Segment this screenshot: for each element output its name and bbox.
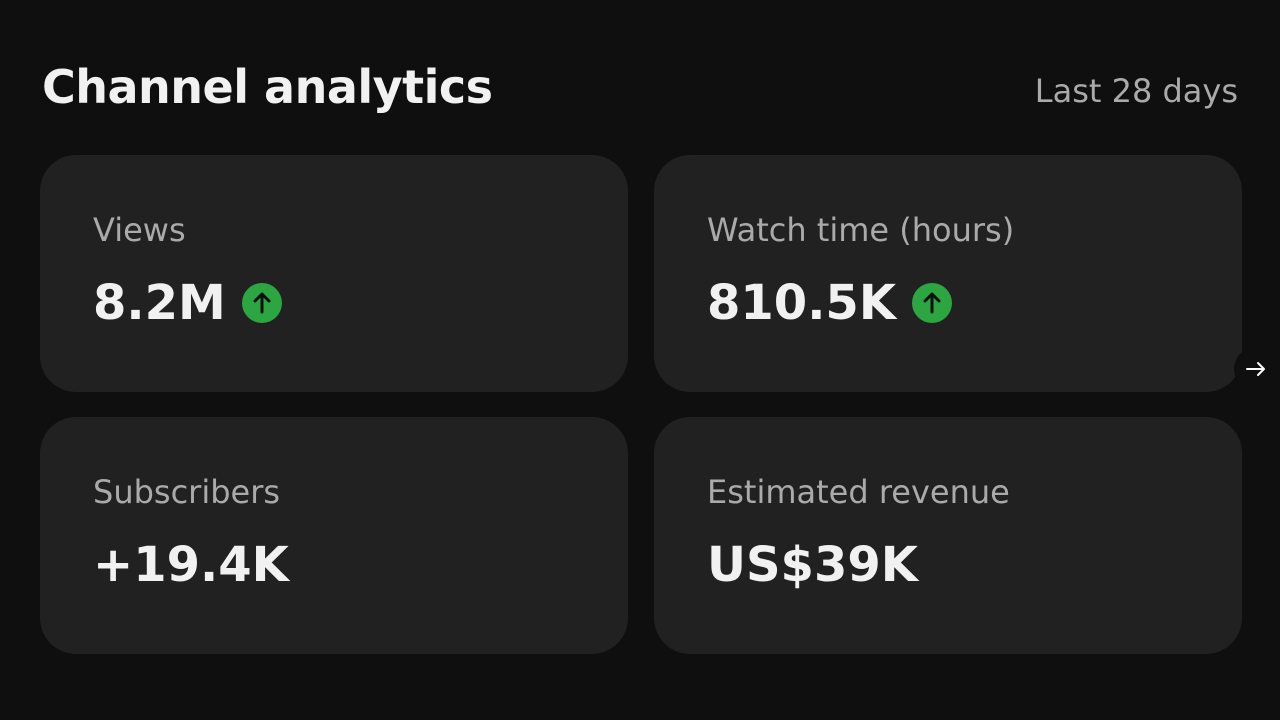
metric-value-row: 8.2M [93, 275, 282, 331]
metric-value-row: US$39K [707, 537, 918, 593]
metric-value-row: 810.5K [707, 275, 953, 331]
page-title: Channel analytics [42, 60, 493, 114]
metric-value: +19.4K [93, 537, 289, 593]
metric-card[interactable]: Estimated revenue US$39K [654, 417, 1242, 654]
trend-up-icon [241, 283, 282, 323]
next-button[interactable] [1234, 347, 1278, 391]
arrow-right-icon [1246, 362, 1265, 376]
metric-value: US$39K [707, 537, 918, 593]
metric-label: Views [93, 211, 186, 249]
metric-card[interactable]: Subscribers +19.4K [40, 417, 628, 654]
metric-value-row: +19.4K [93, 537, 289, 593]
metric-value: 810.5K [707, 275, 897, 331]
trend-up-icon [912, 283, 953, 323]
metric-value: 8.2M [93, 275, 226, 331]
metric-label: Estimated revenue [707, 473, 1010, 511]
period-label: Last 28 days [1034, 72, 1238, 110]
metric-label: Subscribers [93, 473, 281, 511]
metric-card[interactable]: Views 8.2M [40, 155, 628, 392]
metric-card[interactable]: Watch time (hours) 810.5K [654, 155, 1242, 392]
metric-label: Watch time (hours) [707, 211, 1015, 249]
